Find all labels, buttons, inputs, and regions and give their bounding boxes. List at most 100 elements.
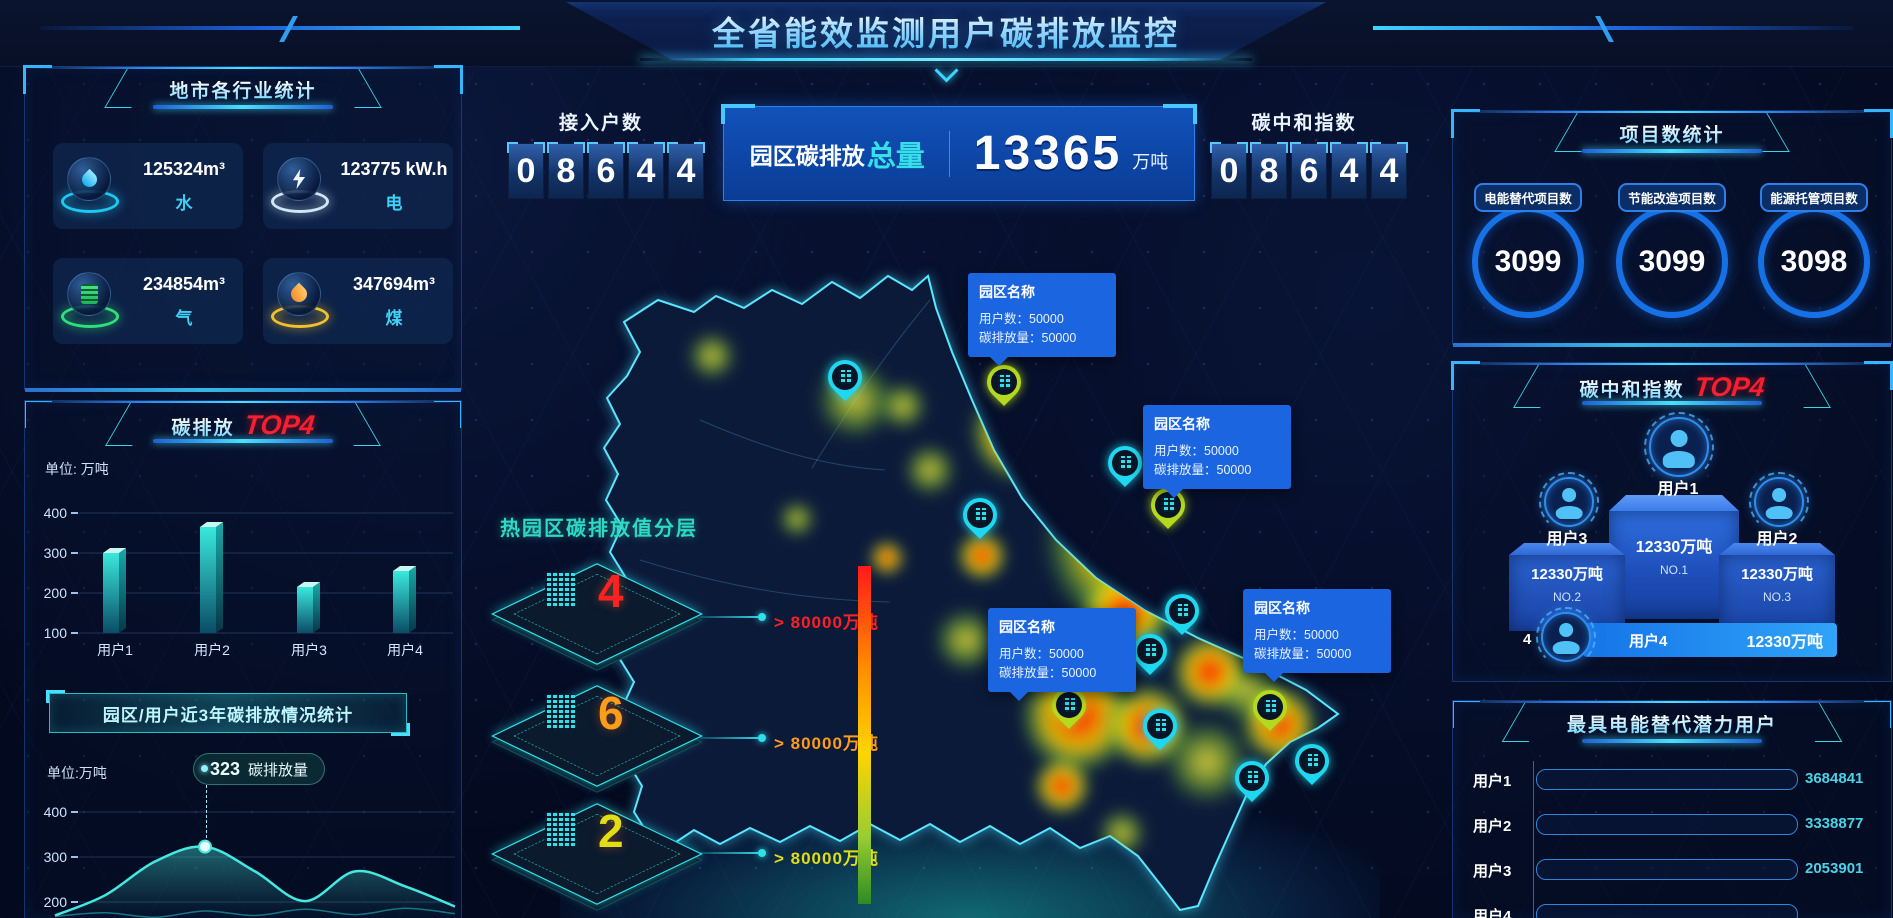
progress-track (1536, 859, 1798, 880)
user-avatar (1644, 412, 1714, 482)
marker-dot-icon (201, 765, 208, 772)
panel-emission-top4: 碳排放 TOP4 单位: 万吨 400 300 200 100 用户1 用户2 用户3 用户4 … (24, 400, 462, 918)
svg-text:用户1: 用户1 (97, 642, 133, 658)
rank4-row[interactable]: 用户4 12330万吨 (1583, 623, 1837, 657)
stat-card-electric: 123775 kW.h 电 (263, 143, 453, 229)
header-right-decoration (1373, 26, 1853, 30)
progress-track (1536, 904, 1798, 918)
project-value: 3099 (1616, 206, 1728, 318)
layers-title: 热园区碳排放值分层 (500, 518, 698, 540)
potential-row: 用户4 (1453, 904, 1891, 918)
panel-title: 最具电能替代潜力用户 (1566, 715, 1778, 736)
marker-value: 323 (210, 758, 241, 779)
digit-box: 6 (1290, 142, 1328, 199)
layer-threshold: > 80000万吨 (774, 613, 879, 632)
rank2-badge: NO.2 (1552, 590, 1581, 604)
layer-count: 6 (598, 687, 624, 739)
svg-text:用户4: 用户4 (387, 642, 423, 658)
stat-label: 气 (175, 308, 193, 328)
user-avatar (1749, 472, 1809, 532)
marker-dashed-line (206, 785, 207, 843)
stat-card-coal: 347694m³ 煤 (263, 258, 453, 344)
stat-value: 125324m³ (142, 158, 226, 179)
svg-text:用户2: 用户2 (194, 642, 230, 658)
project-stat: 节能改造项目数 3099 (1612, 183, 1732, 318)
user-avatar (1539, 472, 1599, 532)
rank1-pedestal: 12330万吨 NO.1 (1609, 511, 1739, 619)
history-stats-button[interactable]: 园区/用户近3年碳排放情况统计 (46, 690, 410, 736)
user-avatar (1536, 607, 1596, 667)
layer-platform-1 (490, 560, 704, 672)
emission-top4-bar-chart: 400 300 200 100 用户1 用户2 用户3 用户4 (44, 505, 453, 658)
svg-text:200: 200 (44, 894, 68, 910)
axis-line (1533, 761, 1534, 918)
rank1-badge: NO.1 (1659, 563, 1688, 577)
rank1-user: 用户1 (1657, 481, 1699, 498)
digit-box: 8 (1250, 142, 1288, 199)
project-label: 能源托管项目数 (1760, 183, 1868, 212)
top4-badge: TOP4 (1692, 372, 1767, 402)
progress-track (1536, 814, 1798, 835)
access-count-label: 接入户数 (558, 113, 643, 134)
svg-text:300: 300 (44, 545, 68, 561)
project-label: 电能替代项目数 (1474, 183, 1582, 212)
stat-label: 电 (385, 193, 403, 213)
park-name: 园区名称 (1154, 416, 1210, 432)
access-count-digits: 0 8 6 4 4 (507, 142, 705, 199)
rank2-user: 用户3 (1546, 531, 1588, 548)
stat-label: 煤 (385, 308, 403, 328)
building-icon (545, 572, 575, 613)
province-heatmap (602, 274, 1340, 912)
trend-marker-tooltip: 323 碳排放量 (193, 753, 326, 785)
emission-trend-area-chart: 400 300 200 (44, 804, 456, 918)
chart-unit-label: 单位: 万吨 (45, 461, 109, 477)
digit-box: 4 (1330, 142, 1368, 199)
gas-icon (53, 270, 125, 332)
stat-card-gas: 234854m³ 气 (53, 258, 243, 344)
park-name: 园区名称 (1254, 600, 1310, 616)
park-tooltip: 园区名称 用户数：50000 碳排放量：50000 (1243, 589, 1391, 681)
panel-title: 碳中和指数 (1579, 380, 1685, 401)
stat-card-water: 125324m³ 水 (53, 143, 243, 229)
rank3-value: 12330万吨 (1741, 566, 1813, 583)
digit-box: 0 (507, 142, 545, 199)
panel-neutral-top4: 碳中和指数 TOP4 用户1 12330万吨 NO.1 用户3 12330万吨 N… (1451, 361, 1893, 682)
potential-row: 用户1 3684841 (1473, 769, 1864, 790)
layer-count: 4 (598, 565, 624, 617)
panel-potential-users: 最具电能替代潜力用户 用户1 3684841 用户2 3338877 用户3 2… (1452, 700, 1892, 918)
header-left-decoration (40, 26, 520, 30)
layer-count: 2 (598, 805, 624, 857)
svg-text:100: 100 (44, 625, 68, 641)
digit-box: 8 (547, 142, 585, 199)
park-name: 园区名称 (999, 619, 1055, 635)
building-icon (545, 694, 575, 735)
coal-icon (263, 270, 335, 332)
park-name: 园区名称 (979, 284, 1035, 300)
park-tooltip: 园区名称 用户数：50000 碳排放量：50000 (1143, 405, 1291, 497)
digit-box: 6 (587, 142, 625, 199)
total-unit: 万吨 (1132, 151, 1169, 172)
layer-threshold: > 80000万吨 (774, 849, 879, 868)
water-icon (53, 155, 125, 217)
svg-text:400: 400 (44, 804, 68, 820)
svg-text:400: 400 (44, 505, 68, 521)
digit-box: 4 (627, 142, 665, 199)
header-banner: 全省能效监测用户碳排放监控 (566, 2, 1326, 60)
digit-box: 0 (1210, 142, 1248, 199)
project-value: 3098 (1758, 206, 1870, 318)
rank1-value: 12330万吨 (1635, 539, 1713, 556)
banner-glow-line (640, 58, 1252, 61)
stat-value: 234854m³ (142, 273, 226, 294)
rank4-user: 用户4 (1629, 632, 1668, 650)
neutral-index-digits: 0 8 6 4 4 (1210, 142, 1408, 199)
layer-platform-3 (490, 800, 704, 912)
panel-industry-stats: 地市各行业统计 125324m³ 水 123775 kW.h 电 234854m³ 气… (23, 65, 463, 392)
digit-box: 4 (667, 142, 705, 199)
chart-unit-label: 单位:万吨 (47, 765, 107, 781)
project-value: 3099 (1472, 206, 1584, 318)
svg-text:200: 200 (44, 585, 68, 601)
total-highlight: 总量 (866, 140, 925, 173)
total-value: 13365 (973, 127, 1123, 180)
panel-title: 碳排放 (171, 418, 235, 439)
rank3-pedestal: 12330万吨 NO.3 (1719, 555, 1835, 631)
